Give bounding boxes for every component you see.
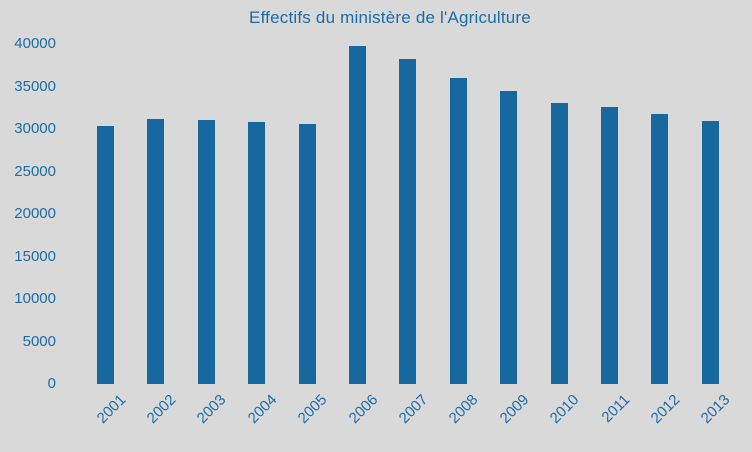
y-axis-tick-label: 25000 xyxy=(14,162,56,180)
bar-2003 xyxy=(197,119,215,384)
y-axis-tick-label: 15000 xyxy=(14,247,56,265)
x-axis-tick-label: 2001 xyxy=(93,391,129,427)
y-axis-tick-label: 10000 xyxy=(14,290,56,307)
x-axis-tick-label: 2006 xyxy=(345,391,381,427)
chart-title: Effectifs du ministère de l'Agriculture xyxy=(249,8,531,27)
bar-2008 xyxy=(449,78,467,384)
x-axis-tick-label: 2008 xyxy=(445,391,482,427)
x-axis-tick-label: 2011 xyxy=(597,391,633,427)
bar-2011 xyxy=(601,106,618,384)
x-axis-tick-label: 2005 xyxy=(294,391,331,427)
y-axis-tick-label: 30000 xyxy=(14,120,56,137)
bar-2004 xyxy=(248,122,266,384)
bar-2001 xyxy=(97,125,114,384)
bar-2005 xyxy=(298,123,316,384)
y-axis-tick-label: 5000 xyxy=(22,332,56,350)
bar-2013 xyxy=(701,120,719,384)
x-axis-tick-label: 2009 xyxy=(496,391,533,427)
y-axis-tick-label: 35000 xyxy=(14,77,56,95)
bar-2007 xyxy=(399,59,417,384)
x-axis-tick-label: 2010 xyxy=(546,391,583,427)
bar-2010 xyxy=(550,102,568,384)
bar-2002 xyxy=(147,118,165,384)
x-axis-tick-label: 2013 xyxy=(697,391,734,427)
y-axis-tick-label: 20000 xyxy=(14,205,56,222)
x-axis-tick-label: 2007 xyxy=(395,391,432,427)
x-axis-tick-label: 2004 xyxy=(244,391,281,427)
y-axis-tick-label: 40000 xyxy=(14,35,56,52)
x-axis-tick-label: 2012 xyxy=(647,391,684,427)
bar-2009 xyxy=(500,90,518,384)
bar-2012 xyxy=(651,113,669,384)
y-axis-tick-label: 0 xyxy=(47,375,56,392)
x-axis-tick-label: 2002 xyxy=(143,391,180,427)
bar-2006 xyxy=(349,45,366,384)
x-axis-tick-label: 2003 xyxy=(193,391,230,427)
